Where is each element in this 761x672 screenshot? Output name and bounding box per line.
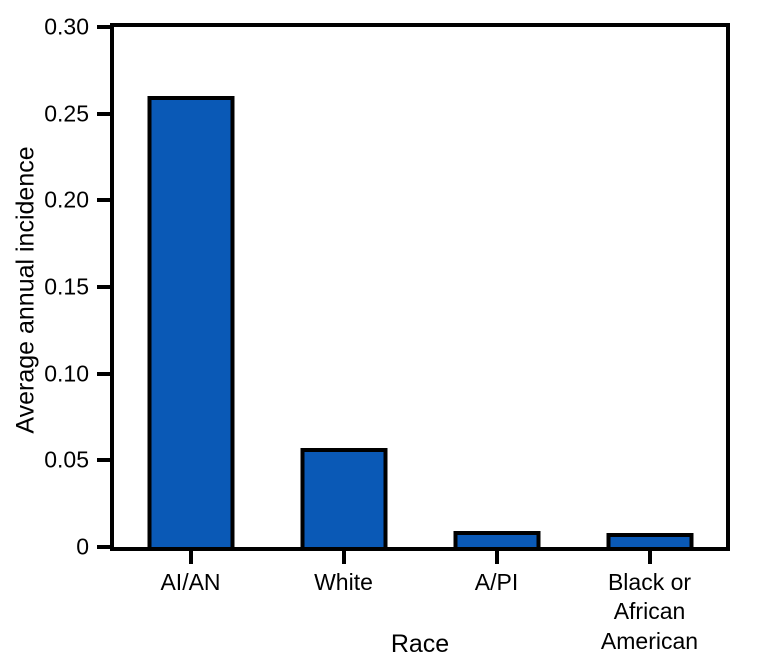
- y-tick-label: 0: [76, 533, 89, 560]
- x-tick-label: AI/AN: [160, 569, 221, 595]
- x-tick-label: White: [314, 569, 373, 595]
- y-tick: [97, 25, 110, 29]
- plot-area: 0 0.05 0.10 0.15 0.20 0.25 0.30 AI/AN White A/PI B…: [44, 15, 730, 654]
- y-tick-label: 0.20: [44, 186, 89, 213]
- y-tick-label: 0.15: [44, 273, 89, 300]
- y-tick: [97, 545, 110, 549]
- bar-a-pi: [453, 531, 540, 547]
- x-tick-label: Black or African American: [600, 569, 699, 654]
- x-axis-title: Race: [390, 630, 450, 658]
- x-tick: [188, 551, 193, 564]
- bar-black-or: [606, 533, 693, 547]
- y-tick: [97, 111, 110, 116]
- y-tick: [97, 371, 110, 376]
- y-tick: [97, 198, 110, 203]
- y-tick: [97, 285, 110, 289]
- y-tick: [97, 458, 110, 463]
- x-tick: [647, 551, 652, 564]
- y-tick-label: 0.30: [44, 13, 89, 40]
- bar-ai-an: [147, 96, 234, 547]
- x-tick-label: A/PI: [474, 569, 519, 595]
- y-tick-label: 0.25: [44, 100, 89, 127]
- x-tick: [341, 551, 346, 564]
- y-tick-label: 0.10: [44, 360, 89, 387]
- y-axis-title: Average annual incidence: [11, 146, 40, 434]
- x-tick: [494, 551, 499, 564]
- bar-white: [300, 448, 387, 547]
- y-tick-label: 0.05: [44, 446, 89, 473]
